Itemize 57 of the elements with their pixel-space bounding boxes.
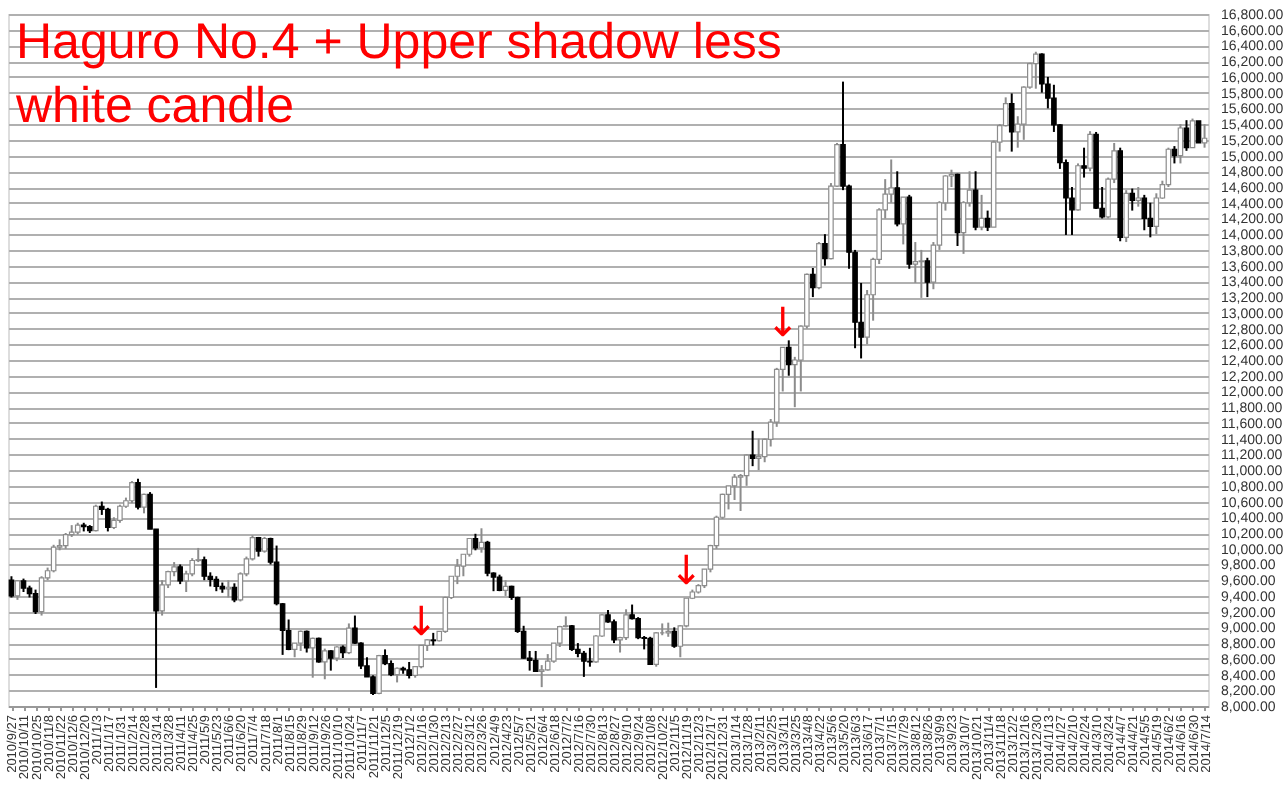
candlestick (569, 624, 575, 652)
candlestick (1177, 123, 1184, 165)
candlestick (755, 437, 762, 472)
candlestick (418, 644, 424, 670)
candlestick (1008, 92, 1015, 153)
annotation: ↓ (404, 596, 438, 645)
candlestick (105, 506, 111, 533)
candlestick (484, 539, 491, 578)
candlestick (581, 649, 587, 678)
candlestick (1123, 189, 1130, 244)
candlestick (478, 527, 485, 554)
candlestick (1147, 201, 1154, 239)
candlestick (1189, 117, 1196, 149)
candlestick (38, 575, 45, 617)
candlestick (1087, 130, 1093, 173)
candlestick (14, 579, 21, 601)
candlestick (623, 608, 629, 641)
candlestick (894, 170, 901, 228)
candlestick (117, 503, 123, 524)
candlestick (822, 233, 828, 267)
candlestick (671, 626, 678, 649)
candlestick (972, 170, 979, 232)
candlestick (1195, 120, 1202, 144)
candlestick (810, 267, 816, 299)
candlestick (1153, 192, 1160, 236)
candlestick (1081, 146, 1087, 179)
candlestick (321, 647, 328, 681)
candlestick (346, 622, 352, 656)
candlestick (918, 248, 925, 299)
candlestick (129, 480, 135, 505)
candlestick (177, 563, 183, 586)
candlestick (201, 555, 208, 582)
candlestick (611, 618, 617, 645)
candlestick (532, 649, 539, 673)
candlestick (135, 477, 141, 511)
candlestick (647, 635, 653, 666)
text: Haguro No.4 + Upper shadow less white candle (14, 14, 782, 134)
candlestick (1183, 119, 1190, 152)
candlestick (159, 579, 165, 617)
candlestick (309, 636, 316, 679)
candlestick (900, 196, 907, 246)
candlestick (1141, 193, 1148, 232)
candlestick (1129, 187, 1136, 212)
candlestick (978, 193, 985, 232)
candlestick (984, 209, 991, 233)
candlestick (1033, 50, 1039, 90)
candlestick (315, 636, 322, 664)
annotation: ↓ (765, 297, 800, 346)
candlestick (816, 241, 822, 291)
annotation: ↓ (669, 545, 704, 594)
candlestick (653, 631, 660, 668)
candlestick (328, 649, 334, 672)
candlestick (924, 256, 931, 299)
candlestick (785, 339, 792, 377)
candlestick (93, 503, 99, 533)
candlestick (1135, 186, 1142, 208)
candlestick (1075, 162, 1081, 212)
